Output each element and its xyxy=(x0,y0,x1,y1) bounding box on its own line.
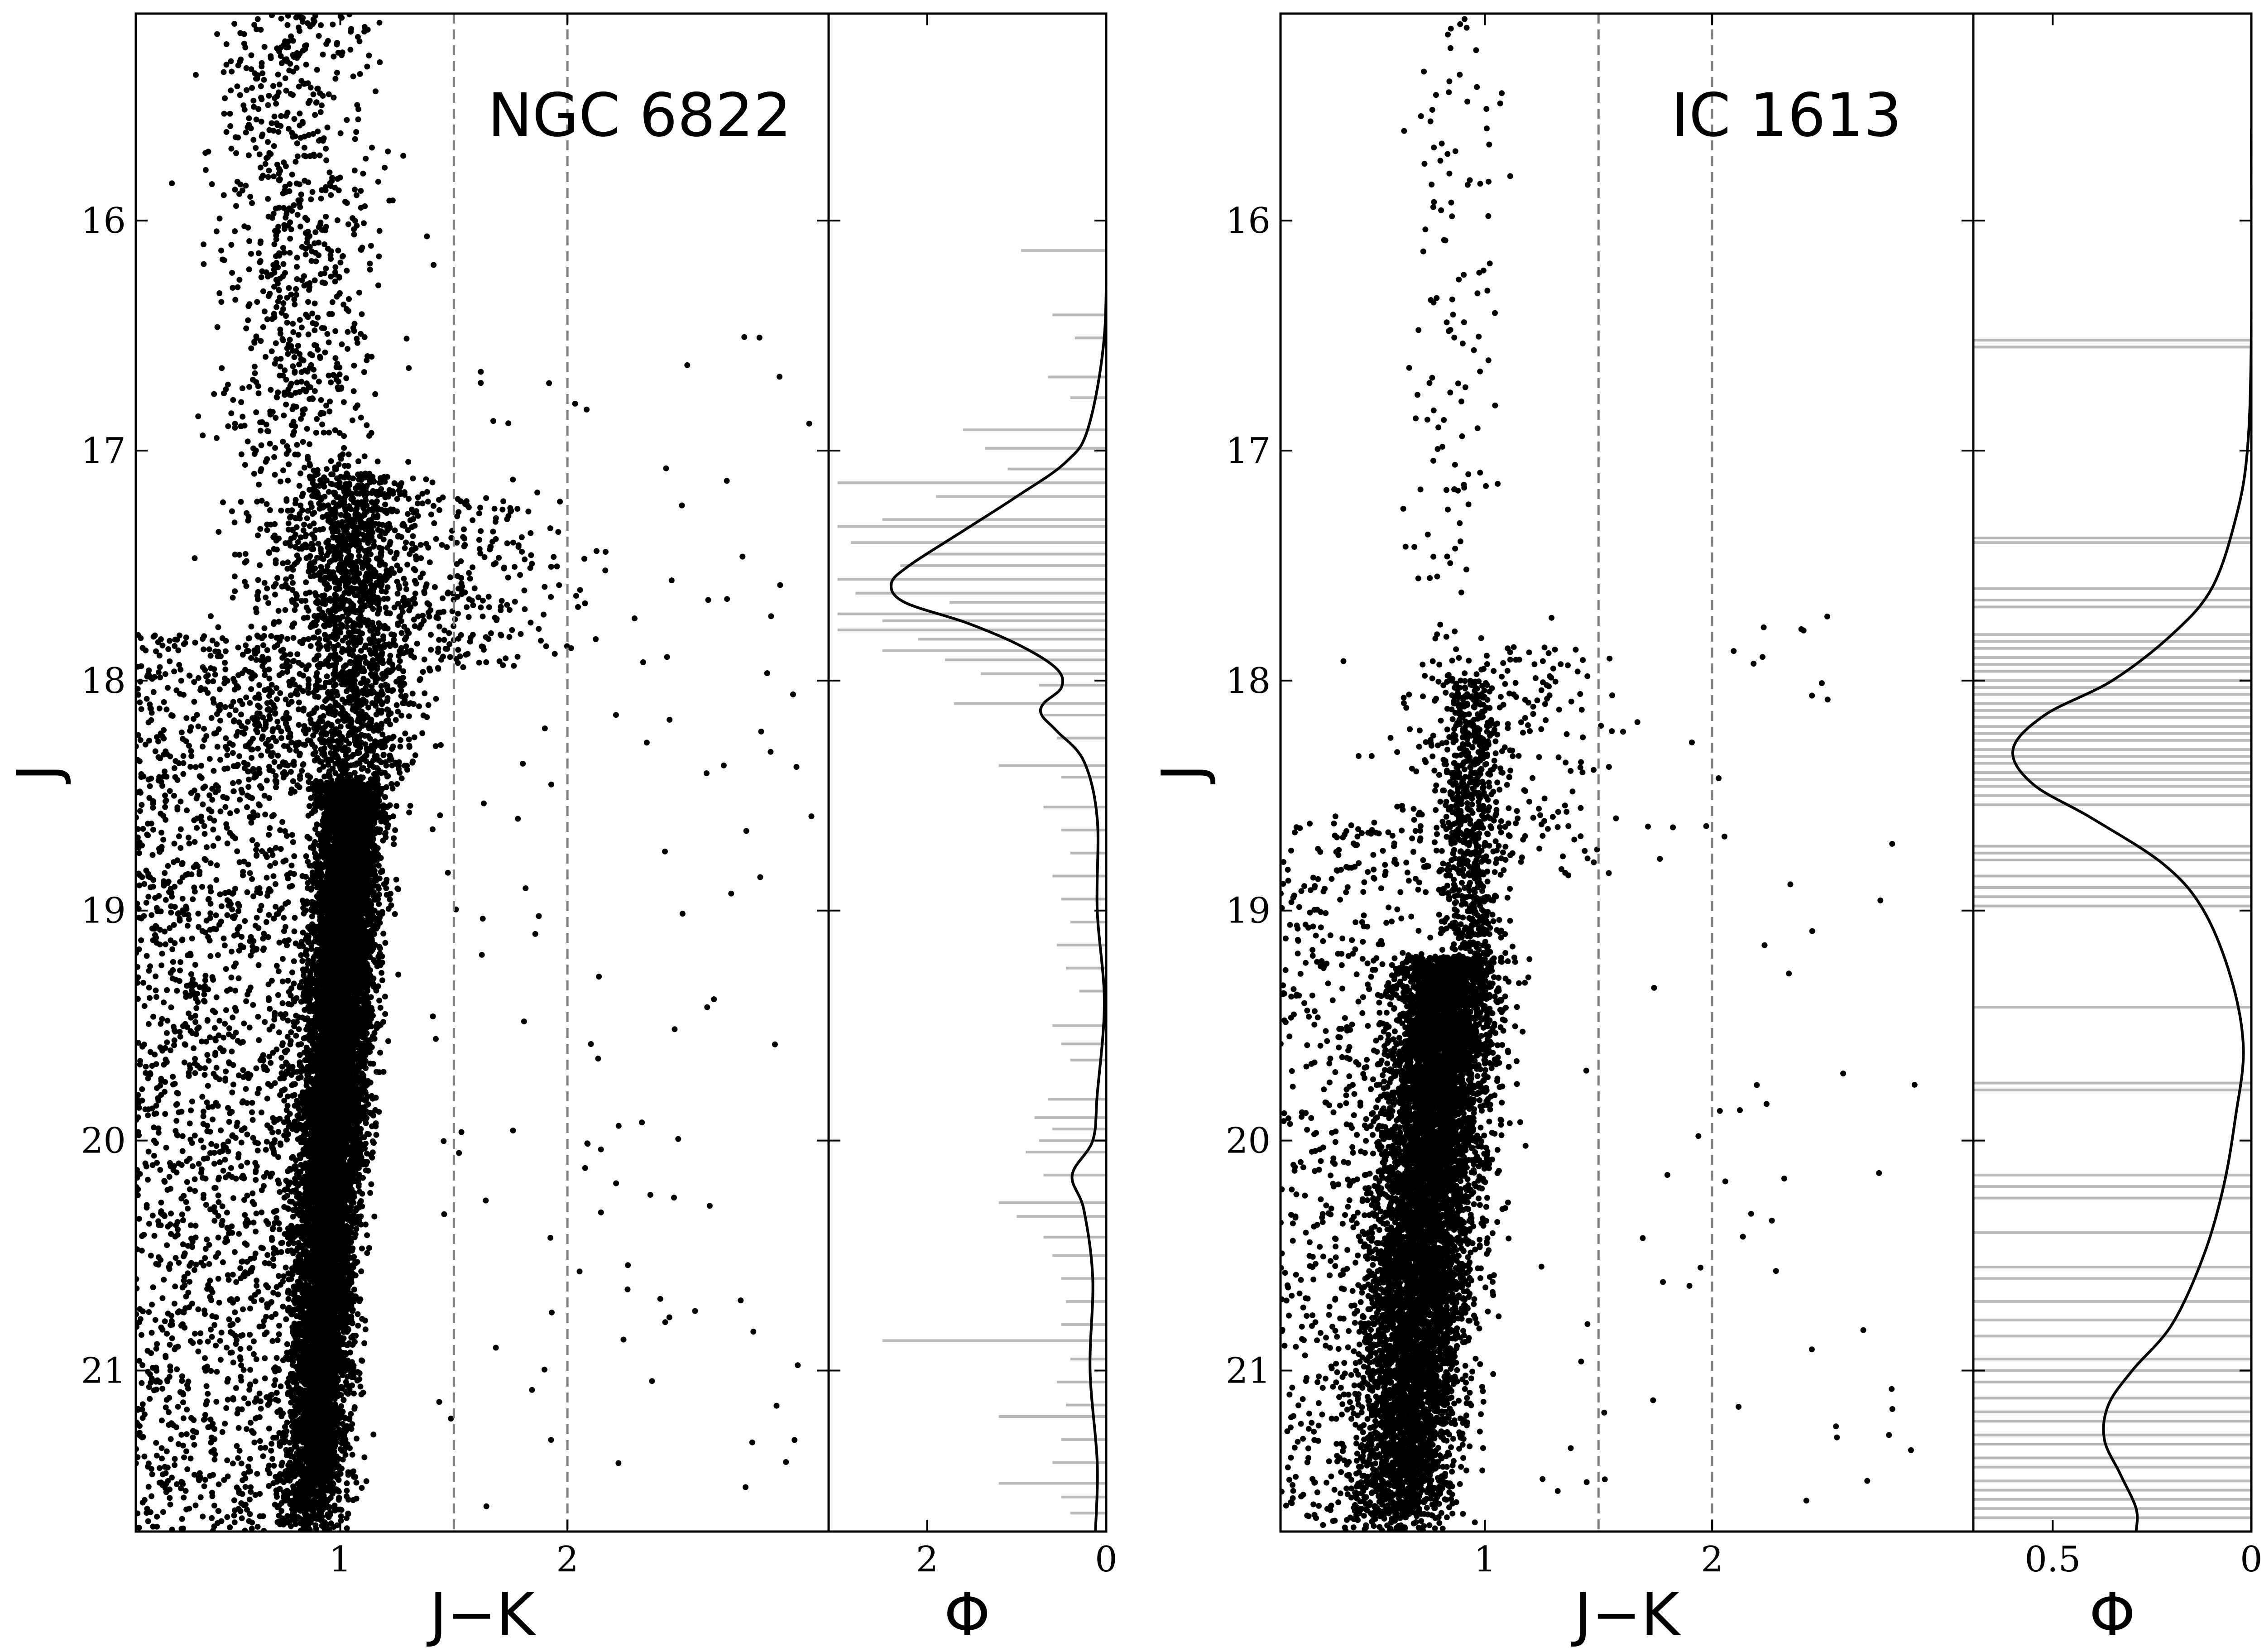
data-point xyxy=(349,1320,355,1326)
data-point xyxy=(358,1268,365,1274)
data-point xyxy=(301,910,307,917)
data-point xyxy=(300,929,306,936)
data-point xyxy=(344,1480,350,1486)
data-point xyxy=(379,970,385,976)
ngc6822-point-cloud xyxy=(136,14,815,1532)
data-point xyxy=(382,994,388,1000)
data-point xyxy=(380,931,387,937)
data-point xyxy=(373,1069,379,1075)
data-point xyxy=(359,1485,365,1491)
data-point xyxy=(349,1451,355,1458)
data-point xyxy=(361,1340,368,1346)
data-point xyxy=(299,958,306,964)
data-point xyxy=(308,946,315,952)
data-point xyxy=(273,1215,280,1221)
data-point xyxy=(293,1313,300,1319)
data-point xyxy=(379,977,385,984)
data-point xyxy=(359,1245,365,1252)
data-point xyxy=(376,997,383,1004)
data-point xyxy=(276,1322,282,1329)
data-point xyxy=(359,1316,365,1322)
data-point xyxy=(277,1189,283,1195)
data-point xyxy=(259,1297,265,1303)
data-point xyxy=(351,1287,357,1293)
data-point xyxy=(338,1513,344,1519)
data-point xyxy=(373,1132,379,1138)
data-point xyxy=(406,809,413,816)
data-point xyxy=(382,1011,389,1017)
data-point xyxy=(273,1494,280,1500)
data-point xyxy=(286,1241,292,1247)
data-point xyxy=(366,1245,372,1251)
data-point xyxy=(382,940,389,946)
data-point xyxy=(377,1050,384,1056)
data-point xyxy=(370,1061,376,1067)
data-point xyxy=(344,1488,350,1494)
data-point xyxy=(295,1042,302,1048)
data-point xyxy=(364,1250,370,1256)
